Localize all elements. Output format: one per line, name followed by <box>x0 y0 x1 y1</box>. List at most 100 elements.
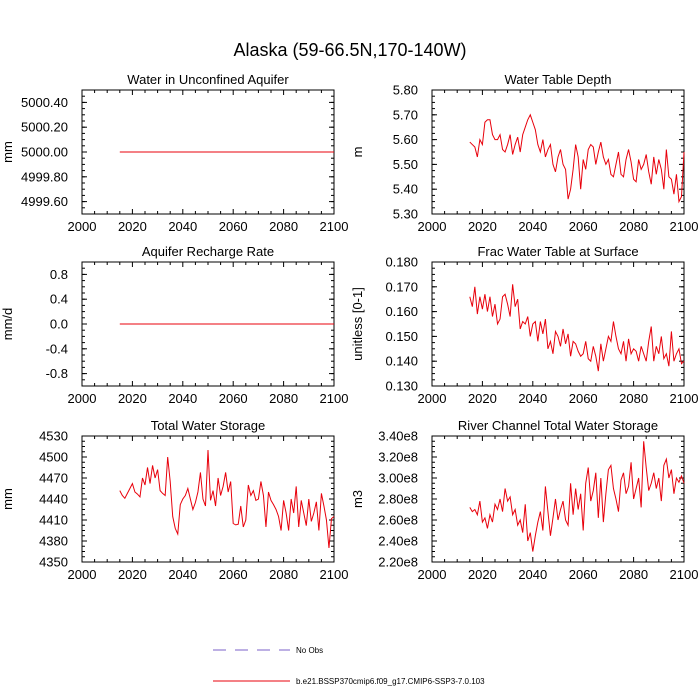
panel-title: Total Water Storage <box>151 418 265 433</box>
y-tick-label: 5.40 <box>393 182 418 197</box>
y-tick-label: 3.00e8 <box>378 471 418 486</box>
panel-title: River Channel Total Water Storage <box>458 418 658 433</box>
x-tick-label: 2100 <box>670 567 699 582</box>
y-tick-label: 5000.40 <box>21 95 68 110</box>
x-tick-label: 2060 <box>219 219 248 234</box>
y-axis-label: mm <box>0 488 15 510</box>
y-tick-label: 0.150 <box>385 329 418 344</box>
series-line <box>119 449 335 549</box>
y-tick-label: 0.170 <box>385 279 418 294</box>
panel-1: Water in Unconfined Aquifer mm 2000 2020 204… <box>0 72 348 234</box>
x-tick-label: 2080 <box>269 567 298 582</box>
y-tick-label: 5.60 <box>393 132 418 147</box>
plot-frame <box>431 261 685 387</box>
panel-2: Water Table Depth m 2000 2020 2040 2060 2080 21… <box>350 72 698 234</box>
legend-series-label: b.e21.BSSP370cmip6.f09_g17.CMIP6-SSP3-7.… <box>296 677 485 686</box>
y-axis-label: mm/d <box>0 308 15 341</box>
plot-frame <box>431 435 685 563</box>
x-tick-label: 2020 <box>118 391 147 406</box>
x-tick-label: 2020 <box>468 567 497 582</box>
x-tick-label: 2000 <box>418 219 447 234</box>
series-line <box>469 284 685 372</box>
y-tick-label: 4410 <box>39 513 68 528</box>
x-tick-label: 2000 <box>68 391 97 406</box>
y-tick-label: 5000.00 <box>21 145 68 160</box>
y-tick-label: 5.80 <box>393 83 418 98</box>
series-line <box>469 441 685 552</box>
y-tick-label: 0.8 <box>50 267 68 282</box>
x-tick-label: 2080 <box>269 219 298 234</box>
x-tick-label: 2060 <box>219 391 248 406</box>
x-tick-label: 2000 <box>418 391 447 406</box>
y-tick-label: 2.60e8 <box>378 513 418 528</box>
x-tick-label: 2100 <box>320 391 349 406</box>
y-tick-label: 0.0 <box>50 317 68 332</box>
x-tick-label: 2000 <box>68 567 97 582</box>
y-tick-label: 4999.60 <box>21 194 68 209</box>
x-tick-label: 2020 <box>118 567 147 582</box>
x-tick-label: 2100 <box>320 219 349 234</box>
x-tick-label: 2020 <box>468 391 497 406</box>
y-tick-label: 4500 <box>39 450 68 465</box>
panel-3: Aquifer Recharge Rate mm/d 2000 2020 2040 206… <box>0 244 348 406</box>
plot-frame <box>431 89 685 215</box>
figure-title: Alaska (59-66.5N,170-140W) <box>233 40 466 60</box>
y-tick-label: 4380 <box>39 534 68 549</box>
x-tick-label: 2080 <box>619 219 648 234</box>
x-tick-label: 2020 <box>118 219 147 234</box>
y-tick-label: 0.130 <box>385 379 418 394</box>
x-tick-label: 2060 <box>569 391 598 406</box>
x-tick-label: 2060 <box>219 567 248 582</box>
y-axis-label: mm <box>0 141 15 163</box>
y-tick-label: 2.80e8 <box>378 492 418 507</box>
x-tick-label: 2100 <box>670 391 699 406</box>
x-tick-label: 2020 <box>468 219 497 234</box>
y-tick-label: 5.30 <box>393 207 418 222</box>
x-tick-label: 2100 <box>670 219 699 234</box>
y-axis-label: m3 <box>350 490 365 508</box>
x-tick-label: 2000 <box>418 567 447 582</box>
y-tick-label: 0.180 <box>385 255 418 270</box>
y-tick-label: 4999.80 <box>21 169 68 184</box>
legend-no-obs-label: No Obs <box>296 646 323 655</box>
x-tick-label: 2080 <box>269 391 298 406</box>
x-tick-label: 2060 <box>569 567 598 582</box>
x-tick-label: 2040 <box>168 219 197 234</box>
y-tick-label: 2.40e8 <box>378 534 418 549</box>
y-tick-label: 0.160 <box>385 304 418 319</box>
y-tick-label: 4530 <box>39 429 68 444</box>
y-axis-label: m <box>350 147 365 158</box>
x-tick-label: 2080 <box>619 391 648 406</box>
x-tick-label: 2000 <box>68 219 97 234</box>
legend: No Obs b.e21.BSSP370cmip6.f09_g17.CMIP6-… <box>213 646 485 686</box>
x-tick-label: 2040 <box>168 567 197 582</box>
y-tick-label: -0.4 <box>46 341 68 356</box>
x-tick-label: 2080 <box>619 567 648 582</box>
y-tick-label: 0.4 <box>50 292 68 307</box>
panel-5: Total Water Storage mm 2000 2020 2040 2060 208… <box>0 418 348 582</box>
y-tick-label: 4350 <box>39 555 68 570</box>
y-tick-label: 5.50 <box>393 157 418 172</box>
x-tick-label: 2040 <box>518 391 547 406</box>
x-tick-label: 2060 <box>569 219 598 234</box>
x-tick-label: 2040 <box>518 219 547 234</box>
y-tick-label: 3.20e8 <box>378 450 418 465</box>
y-tick-label: 5.70 <box>393 107 418 122</box>
series-line <box>469 113 685 204</box>
y-tick-label: 4470 <box>39 471 68 486</box>
panel-title: Aquifer Recharge Rate <box>142 244 274 259</box>
y-tick-label: 0.140 <box>385 354 418 369</box>
y-tick-label: 3.40e8 <box>378 429 418 444</box>
panel-title: Water Table Depth <box>505 72 612 87</box>
panels: Water in Unconfined Aquifer mm 2000 2020 204… <box>0 72 698 582</box>
panel-title: Frac Water Table at Surface <box>477 244 638 259</box>
x-tick-label: 2040 <box>518 567 547 582</box>
y-tick-label: -0.8 <box>46 366 68 381</box>
panel-4: Frac Water Table at Surface unitless [0-1… <box>350 244 698 406</box>
y-tick-label: 2.20e8 <box>378 555 418 570</box>
x-tick-label: 2100 <box>320 567 349 582</box>
x-tick-label: 2040 <box>168 391 197 406</box>
y-axis-label: unitless [0-1] <box>350 287 365 361</box>
